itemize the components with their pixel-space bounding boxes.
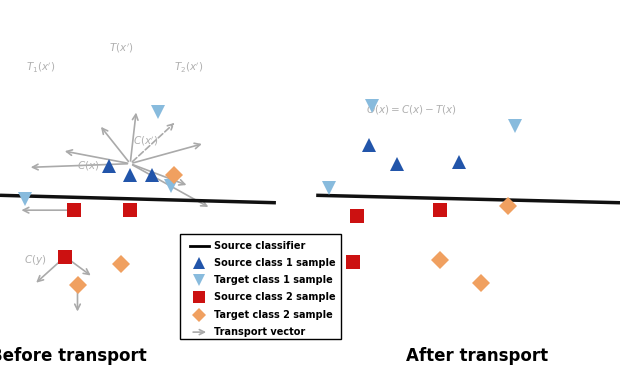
Text: Source class 2 sample: Source class 2 sample bbox=[214, 292, 335, 302]
Text: Before transport: Before transport bbox=[0, 347, 146, 365]
Text: Source classifier: Source classifier bbox=[214, 241, 305, 250]
Text: $C(x^{\prime})$: $C(x^{\prime})$ bbox=[133, 135, 159, 148]
Text: $C(y)$: $C(y)$ bbox=[24, 253, 46, 267]
Text: $T_1(x^{\prime})$: $T_1(x^{\prime})$ bbox=[25, 60, 55, 74]
Text: $T(x^{\prime})$: $T(x^{\prime})$ bbox=[108, 42, 133, 55]
Text: Target class 1 sample: Target class 1 sample bbox=[214, 275, 333, 285]
Text: $T_2(x^{\prime})$: $T_2(x^{\prime})$ bbox=[174, 60, 204, 74]
Text: Target class 2 sample: Target class 2 sample bbox=[214, 310, 333, 320]
Text: $C(x)$: $C(x)$ bbox=[77, 159, 99, 172]
FancyBboxPatch shape bbox=[180, 234, 341, 339]
Text: Source class 1 sample: Source class 1 sample bbox=[214, 258, 335, 268]
Text: After transport: After transport bbox=[406, 347, 549, 365]
Text: Transport vector: Transport vector bbox=[214, 327, 305, 337]
Text: $O(x)=C(x)-T(x)$: $O(x)=C(x)-T(x)$ bbox=[366, 103, 457, 116]
